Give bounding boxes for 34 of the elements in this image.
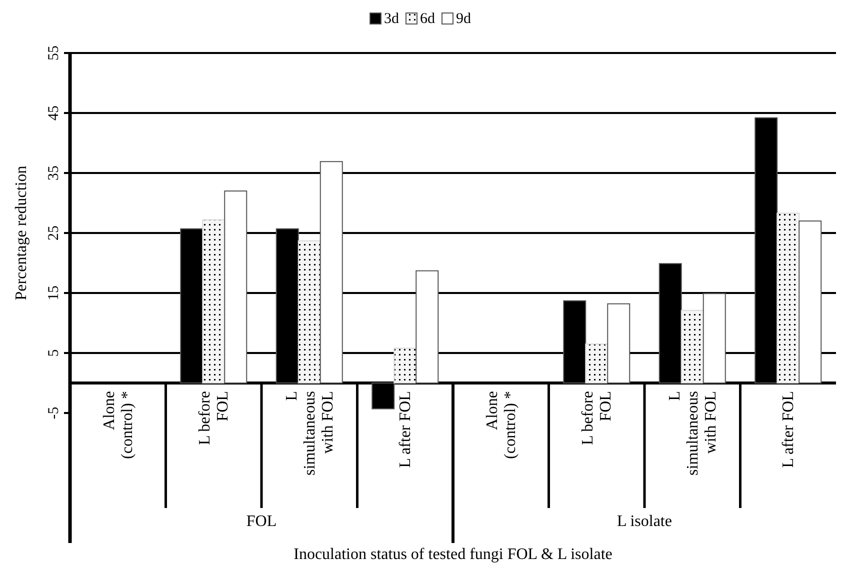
- text: L isolate: [617, 513, 672, 530]
- y-tick-label: 15: [46, 286, 62, 300]
- bar: [416, 270, 439, 384]
- x-axis-title: Inoculation status of tested fungi FOL & L isolate: [294, 546, 612, 563]
- x-tick-label: L before FOL: [580, 391, 615, 446]
- bar: [798, 220, 822, 384]
- y-tick-label: -5: [46, 406, 62, 420]
- bar: [224, 190, 248, 384]
- y-tick-label: 25: [46, 226, 62, 240]
- y-axis-title: Percentage reduction: [13, 166, 30, 300]
- x-tick-label: L after FOL: [780, 391, 798, 468]
- x-tick-label: Alone (control) *: [484, 391, 519, 459]
- legend-label: 3d: [384, 11, 400, 27]
- bar: [776, 212, 800, 384]
- bar: [607, 303, 630, 384]
- y-tick-label: 55: [46, 46, 62, 60]
- y-tick-label: 5: [46, 349, 62, 357]
- bar: [320, 161, 343, 384]
- x-tick-label: L simultaneous with FOL: [666, 391, 720, 476]
- bar: [585, 344, 608, 384]
- y-tick-label: 35: [46, 166, 62, 180]
- text: FOL: [246, 513, 277, 530]
- bar: [394, 348, 417, 384]
- x-tick-label: L before FOL: [196, 391, 232, 446]
- x-tick-label: L simultaneous with FOL: [283, 391, 336, 476]
- bar: [702, 293, 726, 384]
- x-tick-label: Alone (control) *: [100, 391, 136, 459]
- bar: [680, 310, 704, 384]
- x-tick-label: L after FOL: [397, 391, 414, 468]
- legend-label: 9d: [456, 11, 472, 27]
- legend-label: 6d: [420, 11, 436, 27]
- bar: [202, 219, 226, 384]
- y-tick-label: 45: [46, 106, 62, 120]
- bar: [298, 240, 321, 384]
